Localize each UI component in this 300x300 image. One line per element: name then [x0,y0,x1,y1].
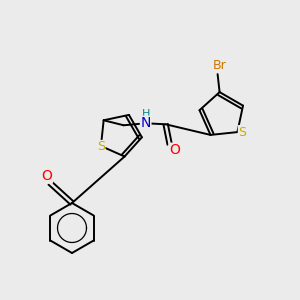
Text: H: H [142,109,150,119]
Text: S: S [238,126,246,139]
Text: Br: Br [213,58,226,72]
Text: O: O [169,143,180,157]
Text: O: O [42,169,52,183]
Text: S: S [97,140,105,154]
Text: N: N [140,116,151,130]
